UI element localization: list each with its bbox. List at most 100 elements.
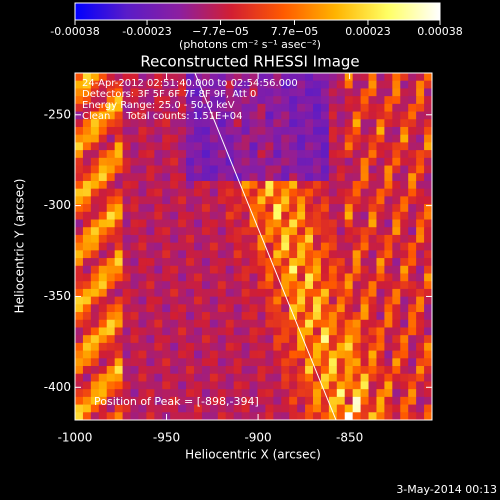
image-pixel xyxy=(170,103,179,113)
image-pixel xyxy=(336,134,346,143)
image-pixel xyxy=(313,111,322,120)
plot-frame xyxy=(74,72,433,421)
image-pixel xyxy=(313,211,322,221)
image-pixel xyxy=(233,157,243,167)
image-pixel xyxy=(98,150,108,159)
image-pixel xyxy=(170,404,179,413)
image-pixel xyxy=(281,265,290,274)
image-pixel xyxy=(424,196,432,205)
image-pixel xyxy=(114,396,124,406)
image-pixel xyxy=(289,288,298,298)
image-pixel xyxy=(178,173,187,182)
image-pixel xyxy=(225,211,235,221)
image-pixel xyxy=(392,358,401,367)
image-pixel xyxy=(225,350,235,359)
image-pixel xyxy=(194,288,203,298)
image-pixel xyxy=(289,265,298,274)
image-pixel xyxy=(98,381,108,390)
image-pixel xyxy=(249,242,258,251)
image-pixel xyxy=(75,273,84,282)
image-pixel xyxy=(336,304,346,313)
image-pixel xyxy=(257,304,266,313)
image-pixel xyxy=(328,342,338,352)
image-pixel xyxy=(328,373,338,382)
image-pixel xyxy=(384,319,393,328)
image-pixel xyxy=(360,142,370,151)
image-pixel xyxy=(122,273,132,282)
image-pixel xyxy=(98,358,108,367)
image-pixel xyxy=(368,80,377,89)
image-pixel xyxy=(98,119,108,128)
image-pixel xyxy=(249,88,258,97)
image-pixel xyxy=(289,142,298,151)
image-pixel xyxy=(281,335,290,344)
image-pixel xyxy=(416,180,425,190)
image-pixel xyxy=(162,234,171,244)
y-tick-label: -300 xyxy=(44,198,71,212)
image-pixel xyxy=(328,381,338,390)
image-pixel xyxy=(146,234,155,244)
image-pixel xyxy=(130,88,139,97)
image-pixel xyxy=(114,296,124,305)
image-pixel xyxy=(217,335,227,344)
image-pixel xyxy=(320,381,330,390)
image-pixel xyxy=(194,204,203,213)
image-pixel xyxy=(384,204,393,213)
image-pixel xyxy=(194,312,203,321)
image-pixel xyxy=(328,350,338,359)
image-pixel xyxy=(90,250,100,259)
image-pixel xyxy=(186,173,195,182)
image-pixel xyxy=(360,180,370,190)
image-pixel xyxy=(138,327,147,336)
image-pixel xyxy=(289,250,298,259)
image-pixel xyxy=(162,80,171,89)
image-pixel xyxy=(352,396,362,406)
image-pixel xyxy=(257,273,266,282)
image-pixel xyxy=(289,126,298,136)
image-pixel xyxy=(138,204,147,213)
image-pixel xyxy=(400,335,409,344)
image-pixel xyxy=(209,381,219,390)
image-pixel xyxy=(352,404,362,413)
image-pixel xyxy=(416,219,425,228)
image-pixel xyxy=(154,296,163,305)
image-pixel xyxy=(130,234,139,244)
image-pixel xyxy=(114,157,124,167)
image-pixel xyxy=(344,234,354,244)
image-pixel xyxy=(154,350,163,359)
image-pixel xyxy=(217,258,227,267)
image-pixel xyxy=(201,358,211,367)
image-pixel xyxy=(162,396,171,406)
image-pixel xyxy=(233,204,243,213)
image-pixel xyxy=(146,250,155,259)
image-pixel xyxy=(368,88,377,97)
image-pixel xyxy=(336,381,346,390)
image-pixel xyxy=(344,196,354,205)
image-pixel xyxy=(384,134,393,143)
image-pixel xyxy=(297,188,306,197)
image-pixel xyxy=(82,142,92,151)
image-pixel xyxy=(376,173,385,182)
image-pixel xyxy=(233,319,243,328)
image-pixel xyxy=(257,381,266,390)
image-pixel xyxy=(162,258,171,267)
image-pixel xyxy=(82,396,92,406)
image-pixel xyxy=(344,389,354,398)
image-pixel xyxy=(344,165,354,174)
image-pixel xyxy=(106,219,116,228)
image-pixel xyxy=(90,173,100,182)
image-pixel xyxy=(122,366,132,375)
image-pixel xyxy=(217,88,227,97)
image-pixel xyxy=(352,80,362,89)
image-pixel xyxy=(424,304,432,313)
image-pixel xyxy=(336,188,346,197)
image-pixel xyxy=(241,227,251,236)
image-pixel xyxy=(82,373,92,382)
image-pixel xyxy=(328,165,338,174)
image-pixel xyxy=(233,150,243,159)
image-pixel xyxy=(154,119,163,128)
image-pixel xyxy=(376,80,385,89)
image-pixel xyxy=(209,219,219,228)
image-pixel xyxy=(201,373,211,382)
image-pixel xyxy=(170,119,179,128)
